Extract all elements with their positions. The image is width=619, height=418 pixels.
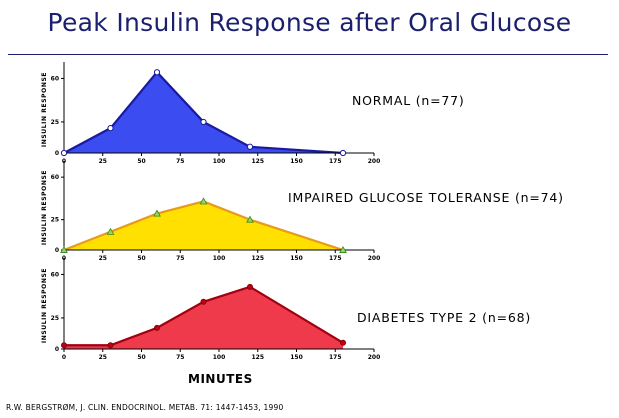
x-tick-label: 175 <box>329 354 342 361</box>
y-tick-label: 60 <box>51 174 59 181</box>
x-tick-label: 200 <box>368 158 381 165</box>
series-line <box>64 285 344 347</box>
x-axis-label: MINUTES <box>188 372 253 386</box>
y-tick-label: 60 <box>51 271 59 278</box>
x-tick-label: 100 <box>213 255 226 262</box>
x-tick-label: 50 <box>137 354 145 361</box>
chart-caption-normal: NORMAL (n=77) <box>352 93 465 108</box>
series-line <box>63 70 344 155</box>
y-tick-label: 0 <box>55 247 59 254</box>
x-tick-label: 200 <box>368 354 381 361</box>
data-point <box>200 298 207 305</box>
x-tick-label: 175 <box>329 158 342 165</box>
x-tick-label: 25 <box>99 158 107 165</box>
data-point <box>60 149 68 157</box>
citation: R.W. BERGSTRØM, J. CLIN. ENDOCRINOL. MET… <box>6 403 284 412</box>
x-tick-label: 125 <box>251 354 264 361</box>
data-point <box>107 342 114 349</box>
chart-caption-igt: IMPAIRED GLUCOSE TOLERANSE (n=74) <box>288 190 564 205</box>
data-point <box>107 125 114 132</box>
data-point <box>106 227 115 235</box>
y-axis-label: INSULIN RESPONSE <box>41 170 48 245</box>
data-point <box>339 339 346 346</box>
y-tick-label: 25 <box>51 119 59 126</box>
x-tick-label: 50 <box>137 255 145 262</box>
x-tick-label: 100 <box>213 354 226 361</box>
x-tick-label: 75 <box>176 354 184 361</box>
y-tick-label: 60 <box>51 75 59 82</box>
data-point <box>153 324 160 331</box>
x-tick-label: 0 <box>62 354 66 361</box>
x-tick-label: 150 <box>290 354 303 361</box>
x-tick-label: 100 <box>213 158 226 165</box>
page-title: Peak Insulin Response after Oral Glucose <box>47 8 572 37</box>
x-tick-label: 50 <box>137 158 145 165</box>
x-tick-label: 200 <box>368 255 381 262</box>
x-tick-label: 75 <box>176 255 184 262</box>
title-divider <box>8 54 608 55</box>
x-tick-label: 150 <box>290 158 303 165</box>
data-point <box>200 118 207 126</box>
area-fill <box>64 286 343 349</box>
x-tick-label: 125 <box>251 255 264 262</box>
data-point <box>199 197 208 205</box>
data-point <box>153 69 161 76</box>
x-tick-label: 150 <box>290 255 303 262</box>
y-tick-label: 0 <box>55 150 59 157</box>
x-tick-label: 25 <box>99 354 107 361</box>
x-tick-label: 175 <box>329 255 342 262</box>
data-point <box>246 143 254 150</box>
y-tick-label: 25 <box>51 315 59 322</box>
data-point <box>339 149 347 157</box>
area-fill <box>64 72 343 153</box>
y-axis-label: INSULIN RESPONSE <box>41 268 48 343</box>
data-point <box>339 245 347 253</box>
area-fill <box>64 201 343 250</box>
data-point <box>246 283 253 290</box>
data-point <box>60 245 68 253</box>
y-tick-label: 25 <box>51 217 59 224</box>
series-line <box>63 200 344 252</box>
x-tick-label: 25 <box>99 255 107 262</box>
data-point <box>153 209 161 217</box>
chart-caption-diabetes: DIABETES TYPE 2 (n=68) <box>357 310 532 325</box>
y-axis-label: INSULIN RESPONSE <box>41 72 48 147</box>
y-tick-label: 0 <box>55 346 59 353</box>
data-point <box>61 342 68 349</box>
x-tick-label: 75 <box>176 158 184 165</box>
x-tick-label: 125 <box>251 158 264 165</box>
data-point <box>246 215 254 223</box>
